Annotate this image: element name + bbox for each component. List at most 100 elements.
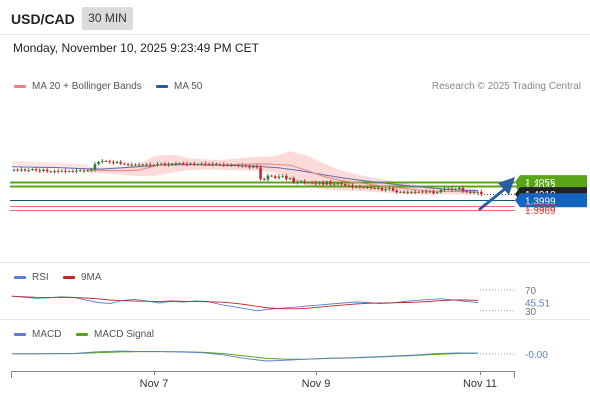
candle-body <box>343 184 347 186</box>
candle-body <box>365 187 369 189</box>
candle-body <box>351 185 354 188</box>
legend-signal-label: MACD Signal <box>94 329 155 340</box>
chart-header: USD/CAD 30 MIN <box>0 0 590 35</box>
candle-body <box>248 166 251 168</box>
candle-body <box>417 191 421 193</box>
candle-body <box>439 189 443 193</box>
candle-body <box>292 178 295 183</box>
candle-body <box>123 163 126 165</box>
candle-body <box>332 183 336 185</box>
candle-body <box>424 191 428 193</box>
candle-body <box>181 163 185 165</box>
forecast-arrow <box>478 177 515 211</box>
candle-body <box>240 165 244 167</box>
candle-body <box>296 182 299 183</box>
candle-body <box>259 167 262 179</box>
candle-body <box>399 191 402 193</box>
bollinger-band-tail <box>11 160 89 171</box>
candle-body <box>310 182 314 184</box>
candle-body <box>112 162 115 164</box>
candle-body <box>23 169 27 171</box>
price-label-1.3999: 1.3999 <box>525 196 556 207</box>
price-levels <box>10 181 515 211</box>
candle-body <box>82 170 86 172</box>
legend-ma50: MA 50 <box>156 81 202 92</box>
candle-body <box>101 160 104 162</box>
candle-body <box>115 161 119 163</box>
ma50-swatch <box>156 84 168 88</box>
legend-9ma-label: 9MA <box>81 272 102 283</box>
candle-body <box>362 187 365 189</box>
rsi-level-30: 30 <box>525 307 537 318</box>
candle-body <box>71 171 75 172</box>
candle-body <box>435 192 439 194</box>
price-label-1.3980: 1.3980 <box>525 202 556 213</box>
candle-body <box>97 161 100 165</box>
candle-body <box>137 164 141 166</box>
arrow-head <box>498 177 515 195</box>
candle-body <box>303 181 307 183</box>
candle-body <box>465 191 468 193</box>
candle-body <box>277 176 281 178</box>
ma20-line <box>87 163 477 193</box>
candle-body <box>270 175 273 177</box>
x-tick-label: Nov 7 <box>140 378 169 390</box>
arrow-shaft <box>478 186 508 211</box>
candle-body <box>89 169 93 171</box>
candle-body <box>218 164 222 166</box>
candle-body <box>193 163 196 165</box>
candle-body <box>104 160 108 162</box>
macd-pane: -0.00 <box>12 350 548 362</box>
candle-body <box>163 163 167 165</box>
legend-ma20: MA 20 + Bollinger Bands <box>14 81 142 92</box>
candle-body <box>204 163 207 165</box>
bollinger-band-area <box>88 151 476 195</box>
candle-body <box>358 186 362 188</box>
candle-body <box>167 164 170 166</box>
legend-9ma: 9MA <box>63 272 102 283</box>
candle-body <box>42 169 45 172</box>
candle-body <box>53 171 56 173</box>
candle-body <box>141 164 145 166</box>
candle-body <box>200 163 203 165</box>
candle-body <box>178 163 181 165</box>
candle-body <box>251 165 255 168</box>
candle-body <box>56 171 60 172</box>
candle-body <box>67 171 71 172</box>
candle-body <box>262 178 266 180</box>
candle-body <box>75 170 78 172</box>
candle-body <box>391 187 395 191</box>
macd-swatch <box>14 332 26 336</box>
candle-body <box>45 169 49 172</box>
ma9-swatch <box>63 275 75 279</box>
x-axis: Nov 7 Nov 9 Nov 11 <box>11 371 515 390</box>
x-tick-label: Nov 11 <box>463 378 497 390</box>
candle-body <box>373 187 376 189</box>
candle-body <box>78 170 82 172</box>
candle-body <box>215 163 218 165</box>
price-label-bg-1.3999 <box>515 193 587 208</box>
candle-body <box>12 169 16 171</box>
legend-macd: MACD <box>14 329 61 340</box>
candle-body <box>229 165 233 167</box>
candle-body <box>450 188 454 190</box>
ma20-swatch <box>14 84 26 88</box>
candle-body <box>388 187 391 189</box>
candle-body <box>410 192 413 194</box>
candle-body <box>266 175 270 180</box>
copyright-text: Research © 2025 Trading Central <box>431 81 581 92</box>
candle-body <box>288 178 292 180</box>
candle-body <box>384 188 387 191</box>
candle-body <box>16 169 19 171</box>
legend-macd-label: MACD <box>32 329 62 340</box>
signal-swatch <box>76 332 88 336</box>
candle-body <box>185 163 189 165</box>
candle-body <box>413 191 417 193</box>
candle-body <box>480 191 483 195</box>
rsi-level-70: 70 <box>525 286 537 297</box>
candle-body <box>299 181 303 183</box>
candle-body <box>119 161 123 164</box>
timeframe-button[interactable]: 30 MIN <box>82 7 133 30</box>
